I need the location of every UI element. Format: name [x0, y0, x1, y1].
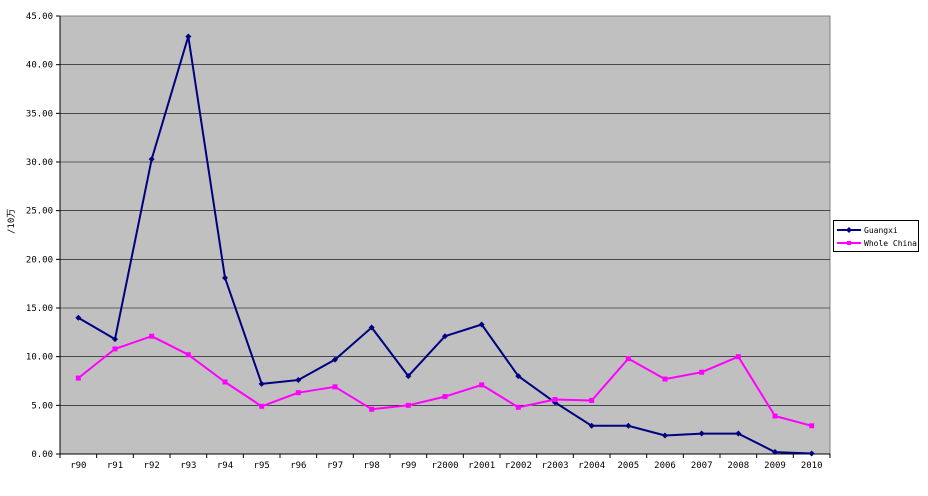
data-point-guangxi — [735, 430, 742, 437]
data-point-guangxi — [625, 422, 632, 429]
data-point-whole-china — [112, 346, 118, 352]
legend-label-guangxi: Guangxi — [864, 225, 898, 235]
y-tick-label: 5.00 — [31, 401, 53, 411]
data-point-guangxi — [148, 156, 155, 163]
x-tick-label: 2008 — [727, 461, 749, 471]
x-tick-label: r2000 — [431, 461, 458, 471]
y-tick-label: 35.00 — [26, 109, 53, 119]
data-point-guangxi — [185, 33, 192, 40]
data-point-guangxi — [662, 432, 668, 439]
x-tick-label: r96 — [290, 461, 306, 471]
data-point-whole-china — [515, 404, 521, 410]
data-point-guangxi — [295, 377, 302, 384]
legend-item-guangxi: Guangxi — [837, 224, 898, 236]
plot-area — [59, 15, 831, 455]
data-point-whole-china — [369, 406, 375, 412]
data-point-whole-china — [552, 396, 558, 402]
x-tick-label: 2007 — [691, 461, 713, 471]
legend: Guangxi Whole China — [833, 220, 919, 252]
x-tick-label: r2003 — [541, 461, 568, 471]
x-tick-label: r2002 — [505, 461, 532, 471]
data-point-whole-china — [149, 333, 155, 339]
y-tick-label: 30.00 — [26, 158, 53, 168]
data-point-whole-china — [699, 369, 705, 375]
data-point-whole-china — [625, 356, 631, 362]
legend-swatch-guangxi — [837, 227, 861, 233]
data-point-whole-china — [332, 384, 338, 390]
x-tick-label: r93 — [180, 461, 196, 471]
data-point-guangxi — [332, 356, 338, 363]
data-point-whole-china — [735, 354, 741, 360]
x-tick-label: r99 — [400, 461, 416, 471]
data-point-whole-china — [259, 403, 265, 409]
data-point-guangxi — [772, 449, 778, 456]
data-point-guangxi — [112, 336, 118, 343]
data-point-whole-china — [75, 375, 81, 381]
data-point-whole-china — [405, 402, 411, 408]
x-tick-label: 2010 — [801, 461, 823, 471]
data-point-whole-china — [809, 423, 815, 429]
data-point-whole-china — [479, 382, 485, 388]
x-tick-label: r94 — [217, 461, 233, 471]
data-point-guangxi — [258, 380, 265, 387]
data-point-guangxi — [698, 430, 705, 437]
x-tick-label: r97 — [327, 461, 343, 471]
x-tick-label: r95 — [254, 461, 270, 471]
x-tick-label: r98 — [364, 461, 380, 471]
legend-label-whole-china: Whole China — [864, 238, 917, 248]
data-point-whole-china — [295, 390, 301, 396]
x-tick-label: 2009 — [764, 461, 786, 471]
y-tick-label: 25.00 — [26, 207, 53, 217]
x-tick-label: r92 — [144, 461, 160, 471]
y-axis-title: /10万 — [7, 208, 17, 234]
y-tick-label: 0.00 — [31, 450, 53, 460]
data-point-guangxi — [442, 333, 448, 340]
y-tick-label: 20.00 — [26, 255, 53, 265]
data-point-whole-china — [442, 394, 448, 400]
x-tick-label: r91 — [107, 461, 123, 471]
x-axis-ticks: r90 r91 r92 r93 r94 r95 r96 r97 r98 r99 r2000 r2001… — [59, 16, 831, 471]
y-axis-ticks: 0.00 5.00 10.00 15.00 20.00 25.00 30.00 35.00 40… — [26, 12, 60, 460]
legend-item-whole-china: Whole China — [837, 237, 917, 249]
x-tick-label: r2001 — [468, 461, 495, 471]
data-point-whole-china — [772, 413, 778, 419]
data-point-guangxi — [405, 373, 412, 380]
x-tick-label: 2006 — [654, 461, 676, 471]
x-tick-label: 2005 — [617, 461, 639, 471]
data-point-guangxi — [75, 314, 82, 321]
series-layer — [75, 33, 815, 457]
data-point-guangxi — [515, 373, 522, 380]
data-point-whole-china — [185, 352, 191, 358]
y-tick-label: 15.00 — [26, 304, 53, 314]
data-point-guangxi — [588, 422, 595, 429]
data-point-whole-china — [589, 397, 595, 403]
data-point-guangxi — [222, 274, 228, 281]
data-point-whole-china — [662, 376, 668, 382]
x-tick-label: r2004 — [578, 461, 605, 471]
data-point-guangxi — [808, 450, 815, 457]
y-tick-label: 45.00 — [26, 12, 53, 22]
data-point-whole-china — [222, 379, 228, 385]
y-tick-label: 10.00 — [26, 353, 53, 363]
data-point-guangxi — [478, 321, 485, 328]
legend-swatch-whole-china — [837, 241, 861, 245]
y-tick-label: 40.00 — [26, 61, 53, 71]
x-tick-label: r90 — [70, 461, 86, 471]
data-point-guangxi — [368, 324, 375, 331]
